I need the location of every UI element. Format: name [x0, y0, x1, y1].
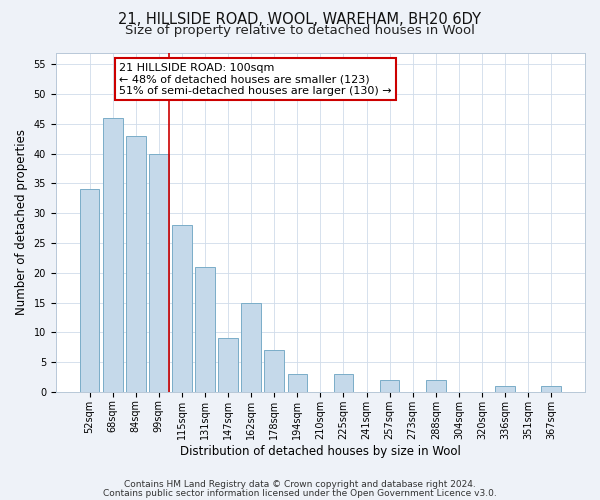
- Bar: [172, 225, 192, 392]
- Bar: [149, 154, 169, 392]
- Bar: [541, 386, 561, 392]
- Text: 21, HILLSIDE ROAD, WOOL, WAREHAM, BH20 6DY: 21, HILLSIDE ROAD, WOOL, WAREHAM, BH20 6…: [119, 12, 482, 28]
- Text: Size of property relative to detached houses in Wool: Size of property relative to detached ho…: [125, 24, 475, 37]
- Text: 21 HILLSIDE ROAD: 100sqm
← 48% of detached houses are smaller (123)
51% of semi-: 21 HILLSIDE ROAD: 100sqm ← 48% of detach…: [119, 62, 392, 96]
- Bar: [334, 374, 353, 392]
- Text: Contains HM Land Registry data © Crown copyright and database right 2024.: Contains HM Land Registry data © Crown c…: [124, 480, 476, 489]
- Text: Contains public sector information licensed under the Open Government Licence v3: Contains public sector information licen…: [103, 489, 497, 498]
- Bar: [241, 302, 261, 392]
- Bar: [426, 380, 446, 392]
- X-axis label: Distribution of detached houses by size in Wool: Distribution of detached houses by size …: [180, 444, 461, 458]
- Bar: [287, 374, 307, 392]
- Bar: [218, 338, 238, 392]
- Bar: [380, 380, 400, 392]
- Bar: [265, 350, 284, 392]
- Bar: [80, 190, 100, 392]
- Y-axis label: Number of detached properties: Number of detached properties: [15, 129, 28, 315]
- Bar: [103, 118, 122, 392]
- Bar: [126, 136, 146, 392]
- Bar: [195, 267, 215, 392]
- Bar: [495, 386, 515, 392]
